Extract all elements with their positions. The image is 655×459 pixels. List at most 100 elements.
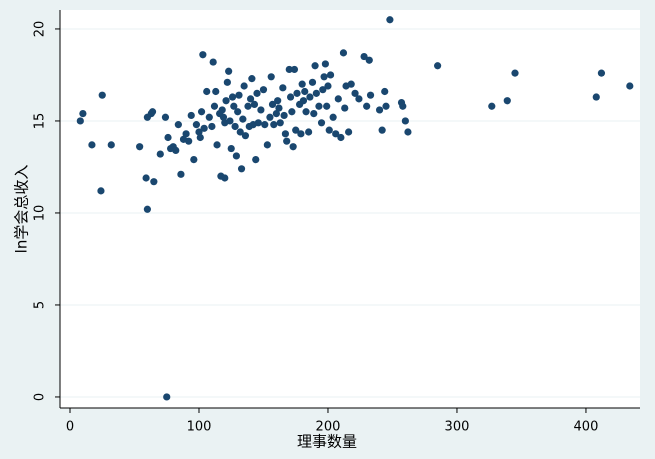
point bbox=[315, 102, 323, 110]
point bbox=[503, 97, 511, 105]
point bbox=[228, 93, 237, 101]
point bbox=[386, 16, 394, 24]
point bbox=[254, 119, 262, 127]
point bbox=[434, 62, 442, 70]
point bbox=[227, 144, 235, 153]
point bbox=[276, 119, 284, 127]
point bbox=[232, 152, 240, 160]
point bbox=[236, 128, 244, 136]
point bbox=[488, 102, 496, 110]
point bbox=[305, 128, 313, 136]
point bbox=[197, 108, 206, 116]
point bbox=[270, 121, 278, 129]
point bbox=[241, 132, 250, 140]
point bbox=[285, 65, 293, 74]
point bbox=[263, 141, 271, 149]
point bbox=[275, 104, 283, 112]
point bbox=[208, 122, 216, 131]
point bbox=[308, 78, 317, 86]
point bbox=[235, 91, 243, 99]
point bbox=[334, 95, 342, 103]
point bbox=[301, 87, 309, 96]
point bbox=[259, 86, 268, 94]
point bbox=[231, 122, 239, 131]
point bbox=[223, 78, 231, 86]
point bbox=[210, 102, 219, 110]
point bbox=[248, 75, 256, 83]
point bbox=[332, 130, 340, 138]
point bbox=[288, 108, 296, 116]
point bbox=[363, 102, 371, 110]
point bbox=[239, 115, 247, 123]
point bbox=[244, 102, 252, 110]
point bbox=[597, 69, 606, 77]
point bbox=[185, 137, 193, 145]
x-tick-label: 100 bbox=[187, 420, 212, 435]
point bbox=[222, 97, 230, 105]
point bbox=[268, 100, 277, 108]
point bbox=[205, 113, 213, 121]
y-axis-label: ln学会总收入 bbox=[13, 165, 31, 254]
point bbox=[163, 393, 171, 401]
point bbox=[76, 117, 84, 125]
point bbox=[286, 93, 295, 101]
point bbox=[156, 150, 164, 158]
point bbox=[246, 95, 255, 103]
point bbox=[230, 102, 238, 110]
plot-area bbox=[60, 10, 640, 408]
point bbox=[200, 124, 208, 132]
x-tick-label: 300 bbox=[445, 420, 470, 435]
point bbox=[290, 65, 299, 74]
point bbox=[299, 97, 308, 105]
point bbox=[302, 108, 310, 116]
y-tick-label: 10 bbox=[33, 205, 48, 222]
point bbox=[366, 91, 375, 99]
point bbox=[203, 87, 211, 96]
point bbox=[261, 121, 269, 129]
point bbox=[209, 58, 217, 66]
point bbox=[195, 128, 203, 136]
point bbox=[136, 143, 144, 151]
point bbox=[511, 69, 519, 77]
point bbox=[306, 93, 314, 101]
point bbox=[174, 121, 182, 129]
point bbox=[172, 146, 180, 154]
point bbox=[592, 93, 600, 101]
point bbox=[190, 155, 198, 164]
x-tick-label: 0 bbox=[66, 420, 74, 435]
point bbox=[161, 113, 170, 121]
point bbox=[192, 121, 201, 129]
point bbox=[319, 86, 327, 94]
point bbox=[250, 100, 259, 108]
point bbox=[253, 89, 261, 97]
point bbox=[292, 126, 300, 134]
point bbox=[196, 133, 204, 142]
point bbox=[339, 49, 348, 57]
point bbox=[234, 108, 242, 116]
point bbox=[293, 89, 301, 97]
point bbox=[212, 87, 220, 96]
point bbox=[219, 113, 228, 121]
point bbox=[187, 111, 195, 120]
point bbox=[213, 141, 221, 149]
point bbox=[311, 62, 319, 70]
point bbox=[237, 165, 246, 173]
point bbox=[218, 106, 226, 114]
point bbox=[378, 126, 386, 134]
point bbox=[365, 56, 373, 64]
point bbox=[381, 87, 389, 96]
point bbox=[298, 80, 306, 88]
point bbox=[323, 102, 331, 110]
point bbox=[297, 130, 305, 138]
point bbox=[281, 130, 290, 138]
point bbox=[240, 82, 248, 90]
point bbox=[252, 155, 260, 164]
point bbox=[324, 82, 332, 90]
x-tick-label: 200 bbox=[316, 420, 341, 435]
point bbox=[310, 109, 318, 118]
point bbox=[329, 113, 337, 121]
point bbox=[279, 84, 287, 92]
point bbox=[97, 187, 105, 195]
